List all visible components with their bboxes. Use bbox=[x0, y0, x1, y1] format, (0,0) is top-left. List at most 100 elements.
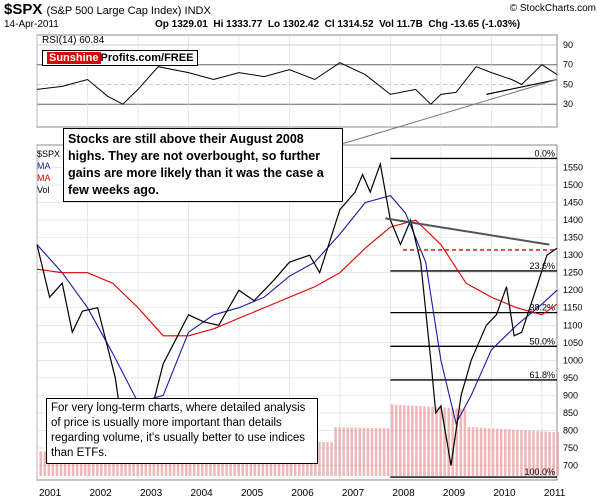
volume-bar bbox=[548, 431, 551, 476]
fibonacci-label: 100.0% bbox=[524, 467, 555, 477]
volume-bar bbox=[374, 428, 378, 476]
quote-open: Op 1329.01 bbox=[155, 19, 208, 30]
volume-bar bbox=[483, 427, 487, 476]
x-tick-label: 2002 bbox=[89, 488, 112, 499]
volume-bar bbox=[455, 408, 459, 476]
series-legend: $SPX MA MA Vol bbox=[37, 148, 60, 196]
volume-bar bbox=[479, 427, 483, 476]
volume-bar bbox=[508, 429, 511, 476]
volume-bar bbox=[346, 427, 349, 476]
volume-bar bbox=[403, 405, 406, 476]
price-tick-label: 1000 bbox=[563, 355, 583, 365]
price-tick-label: 700 bbox=[563, 460, 578, 470]
volume-bar bbox=[378, 428, 382, 476]
volume-bar bbox=[431, 406, 434, 476]
rsi-tick-label: 90 bbox=[563, 40, 573, 50]
volume-bar bbox=[398, 404, 402, 476]
volume-bar bbox=[516, 429, 519, 476]
volume-bar bbox=[447, 407, 450, 476]
volume-bar bbox=[556, 432, 559, 476]
volume-bar bbox=[39, 451, 43, 476]
price-tick-label: 950 bbox=[563, 373, 578, 383]
fibonacci-label: 23.6% bbox=[529, 261, 555, 271]
price-tick-label: 750 bbox=[563, 443, 578, 453]
moving-average-line bbox=[36, 219, 558, 337]
quote-volume: Vol 11.7B bbox=[379, 19, 423, 30]
volume-bar bbox=[487, 428, 491, 476]
volume-bar bbox=[443, 407, 446, 476]
rsi-tick-label: 50 bbox=[563, 79, 573, 89]
quote-high: Hi 1333.77 bbox=[213, 19, 263, 30]
x-tick-label: 2003 bbox=[140, 488, 163, 499]
x-tick-label: 2005 bbox=[241, 488, 264, 499]
rsi-tick-label: 70 bbox=[563, 60, 573, 70]
rsi-trendline bbox=[486, 78, 558, 95]
x-tick-label: 2010 bbox=[493, 488, 516, 499]
volume-bar bbox=[386, 428, 390, 476]
x-tick-label: 2009 bbox=[443, 488, 466, 499]
fibonacci-label: 0.0% bbox=[534, 148, 555, 158]
price-tick-label: 1300 bbox=[563, 250, 583, 260]
legend-vol: Vol bbox=[37, 185, 50, 195]
quote-date: 14-Apr-2011 bbox=[4, 19, 59, 30]
ticker-title: $SPX (S&P 500 Large Cap Index) INDX bbox=[4, 1, 211, 18]
volume-bar bbox=[79, 452, 83, 476]
price-tick-label: 850 bbox=[563, 408, 578, 418]
price-tick-label: 1150 bbox=[563, 303, 582, 313]
x-tick-label: 2011 bbox=[544, 488, 566, 499]
volume-bar bbox=[411, 405, 414, 476]
legend-spx: $SPX bbox=[37, 149, 61, 159]
volume-bar bbox=[491, 428, 495, 476]
price-tick-label: 1550 bbox=[563, 163, 583, 173]
price-tick-label: 1250 bbox=[563, 268, 583, 278]
volume-bar bbox=[390, 404, 394, 476]
volume-bar bbox=[370, 427, 374, 476]
volume-bar bbox=[427, 406, 430, 476]
x-tick-label: 2004 bbox=[190, 488, 213, 499]
volume-bar bbox=[350, 427, 354, 476]
volume-bar bbox=[495, 428, 499, 476]
price-tick-label: 1100 bbox=[563, 320, 582, 330]
price-tick-label: 1450 bbox=[563, 198, 583, 208]
volume-bar bbox=[439, 407, 442, 476]
price-tick-label: 1350 bbox=[563, 233, 583, 243]
volume-bar bbox=[342, 427, 345, 476]
volume-bar bbox=[338, 427, 341, 476]
volume-bar bbox=[524, 430, 527, 476]
volume-bar bbox=[475, 427, 479, 476]
volume-bar bbox=[528, 430, 531, 476]
rsi-label: RSI(14) 60.84 bbox=[42, 35, 105, 46]
volume-bar bbox=[71, 452, 75, 476]
x-tick-label: 2006 bbox=[291, 488, 314, 499]
volume-bar bbox=[318, 441, 321, 476]
volume-bar bbox=[354, 427, 358, 476]
rsi-tick-label: 30 bbox=[563, 99, 573, 109]
x-tick-label: 2007 bbox=[342, 488, 365, 499]
volume-bar bbox=[459, 408, 463, 476]
annotation-top: Stocks are still above their August 2008… bbox=[63, 128, 343, 202]
volume-bar bbox=[544, 431, 547, 476]
volume-bar bbox=[415, 405, 418, 476]
rsi-panel: 90 70 50 30 bbox=[36, 34, 573, 128]
volume-bar bbox=[419, 406, 422, 476]
volume-bar bbox=[499, 428, 503, 476]
x-tick-label: 2008 bbox=[392, 488, 415, 499]
volume-bar bbox=[322, 442, 325, 476]
volume-bar bbox=[463, 408, 467, 476]
volume-bar bbox=[43, 451, 47, 476]
volume-bar bbox=[366, 427, 370, 476]
quote-values: Op 1329.01 Hi 1333.77 Lo 1302.42 Cl 1314… bbox=[155, 19, 520, 30]
brand-logo[interactable]: Sunshine Profits.com/FREE bbox=[42, 50, 199, 66]
volume-bar bbox=[326, 442, 329, 476]
volume-bar bbox=[334, 427, 337, 476]
ticker-symbol: $SPX bbox=[4, 1, 43, 18]
volume-bar bbox=[520, 430, 523, 476]
volume-bar bbox=[536, 431, 539, 476]
fibonacci-label: 61.8% bbox=[529, 370, 555, 380]
fibonacci-label: 50.0% bbox=[529, 336, 555, 346]
callout-line bbox=[334, 79, 558, 147]
volume-bar bbox=[394, 404, 398, 476]
quote-low: Lo 1302.42 bbox=[267, 19, 320, 30]
ticker-name: (S&P 500 Large Cap Index) INDX bbox=[46, 5, 211, 17]
x-tick-label: 2001 bbox=[39, 488, 62, 499]
